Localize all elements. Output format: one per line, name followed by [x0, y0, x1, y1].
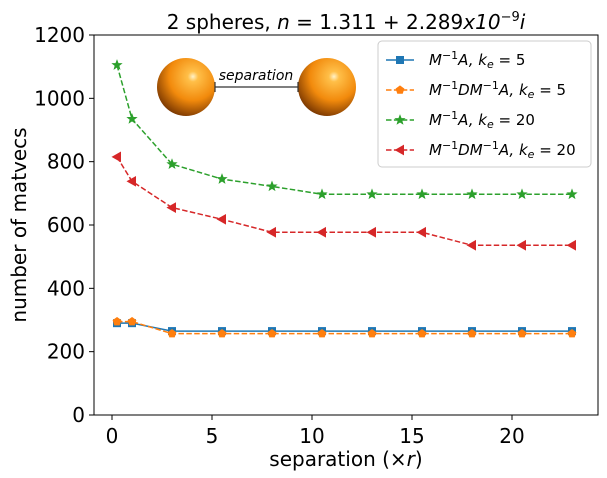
y-tick-label: 200	[47, 340, 85, 364]
series-4	[111, 151, 576, 251]
data-point	[367, 329, 377, 338]
data-point	[416, 226, 426, 238]
data-point	[166, 158, 178, 169]
x-axis: 0 5 10 15 20	[106, 415, 525, 448]
data-point	[516, 239, 526, 251]
legend-item: M−1A, ke = 5	[386, 49, 525, 71]
data-point	[517, 329, 527, 338]
data-point	[316, 188, 328, 200]
data-point	[166, 202, 176, 213]
data-point	[216, 213, 226, 225]
data-point	[567, 329, 577, 338]
series-layer	[111, 59, 578, 338]
chart-title: 2 spheres, n = 1.311 + 2.289x10−9i	[167, 10, 526, 34]
y-tick-label: 800	[47, 150, 85, 174]
legend-label: M−1DM−1A, ke = 5	[429, 79, 566, 101]
data-point	[516, 188, 528, 200]
y-tick-label: 600	[47, 213, 85, 237]
data-point	[566, 239, 576, 251]
inset-illustration: separation	[157, 58, 356, 116]
data-point	[267, 329, 277, 338]
series-line	[117, 322, 572, 332]
x-tick-label: 5	[206, 424, 219, 448]
x-tick-label: 20	[499, 424, 524, 448]
series-1	[113, 319, 576, 336]
data-point	[167, 329, 177, 338]
data-point	[366, 188, 378, 200]
x-tick-label: 0	[106, 424, 119, 448]
data-point	[266, 226, 276, 238]
data-point	[316, 226, 326, 238]
legend-swatch-marker	[394, 144, 404, 156]
x-axis-label: separation (×r)	[269, 447, 422, 471]
legend-label: M−1DM−1A, ke = 20	[429, 139, 576, 161]
legend: M−1A, ke = 5 M−1DM−1A, ke = 5 M−1A, ke = 2…	[377, 40, 592, 168]
y-tick-label: 0	[72, 403, 85, 427]
legend-label: M−1A, ke = 20	[429, 109, 535, 131]
legend-swatch-marker	[396, 56, 404, 64]
data-point	[217, 329, 227, 338]
data-point	[416, 188, 428, 200]
series-line	[116, 156, 572, 247]
legend-item: M−1DM−1A, ke = 5	[386, 79, 566, 101]
data-point	[126, 175, 136, 187]
data-point	[467, 329, 477, 338]
y-tick-label: 1000	[34, 86, 85, 110]
legend-item: M−1A, ke = 20	[386, 109, 535, 131]
data-point	[266, 180, 278, 192]
legend-label: M−1A, ke = 5	[429, 49, 525, 71]
series-3	[111, 59, 578, 200]
y-axis-label: number of matvecs	[7, 127, 31, 322]
data-point	[366, 226, 376, 238]
data-point	[126, 113, 138, 124]
data-point	[317, 329, 327, 338]
separation-label: separation	[219, 68, 294, 84]
data-point	[466, 239, 476, 251]
data-point	[111, 151, 121, 163]
data-point	[112, 316, 122, 326]
x-tick-label: 10	[299, 424, 324, 448]
legend-item: M−1DM−1A, ke = 20	[386, 139, 576, 161]
legend-swatch-marker	[395, 85, 405, 94]
y-axis: 0 200 400 600 800 1000 1200	[34, 23, 94, 427]
data-point	[566, 188, 578, 200]
data-point	[216, 173, 228, 184]
legend-box	[377, 40, 592, 168]
data-point	[111, 59, 123, 70]
y-tick-label: 1200	[34, 23, 85, 47]
data-point	[466, 188, 478, 200]
x-tick-label: 15	[399, 424, 424, 448]
series-2	[112, 316, 577, 338]
data-point	[127, 316, 137, 326]
sphere-left	[157, 58, 215, 116]
legend-swatch-marker	[394, 114, 406, 125]
y-tick-label: 400	[47, 276, 85, 300]
data-point	[417, 329, 427, 338]
sphere-right	[298, 58, 356, 116]
